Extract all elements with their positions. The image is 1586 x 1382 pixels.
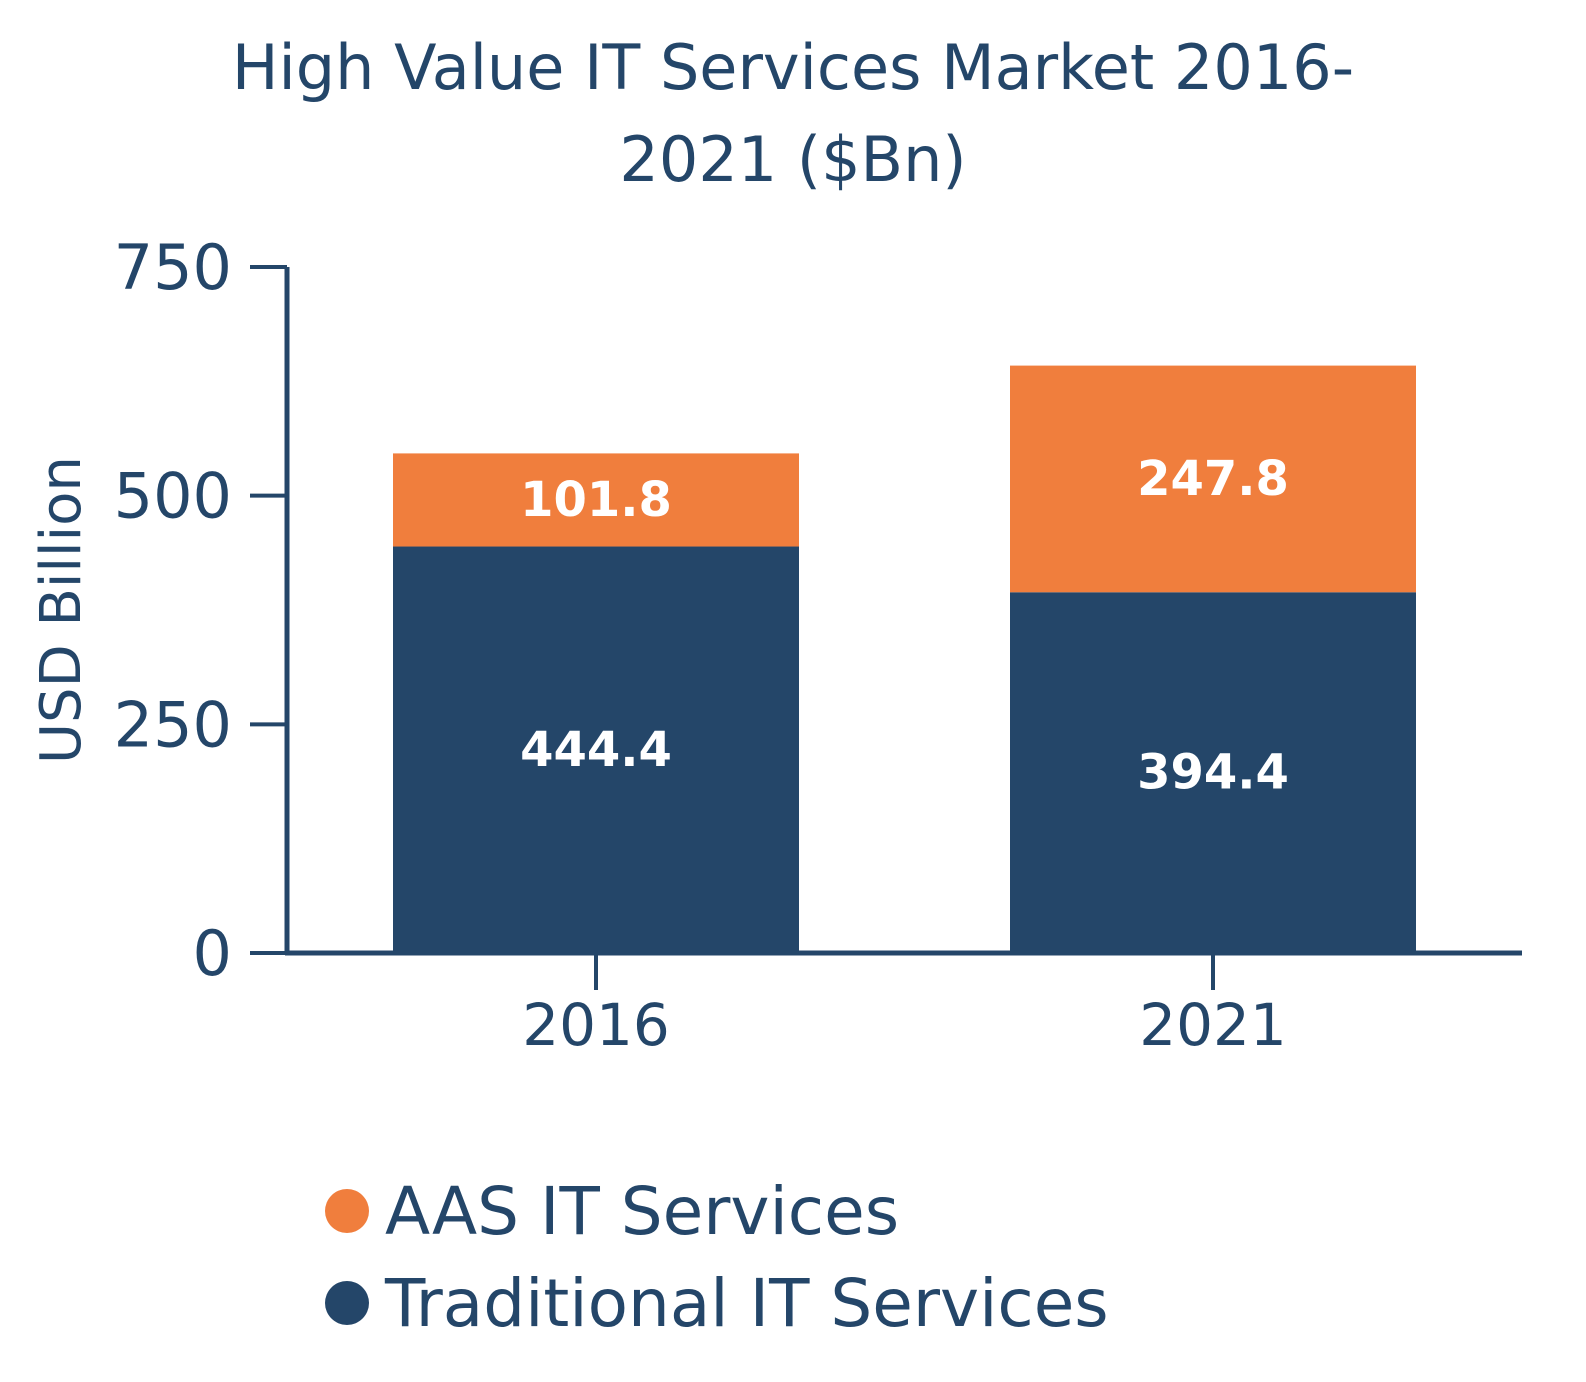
- y-tick-label-500: 500: [114, 460, 232, 533]
- legend-item-aas: AAS IT Services: [325, 1165, 1109, 1257]
- bar-2016-aas-it-services: [393, 453, 799, 547]
- legend-label-traditional: Traditional IT Services: [385, 1264, 1109, 1342]
- x-tick-label-2016: 2016: [522, 991, 670, 1059]
- data-label-2016-traditional-it-services: 444.4: [520, 722, 672, 778]
- data-label-2016-aas-it-services: 101.8: [520, 472, 672, 528]
- legend-swatch-traditional: [325, 1281, 369, 1325]
- bar-2016-traditional-it-services: [393, 546, 799, 953]
- legend-label-aas: AAS IT Services: [385, 1172, 900, 1250]
- chart-title-line-1: High Value IT Services Market 2016-: [231, 31, 1355, 104]
- data-label-2021-aas-it-services: 247.8: [1137, 451, 1289, 507]
- legend-item-traditional: Traditional IT Services: [325, 1257, 1109, 1349]
- y-tick-label-250: 250: [114, 688, 232, 761]
- data-label-2021-traditional-it-services: 394.4: [1137, 745, 1289, 801]
- chart-title-line-2: 2021 ($Bn): [619, 123, 967, 196]
- y-tick-label-750: 750: [114, 231, 232, 304]
- y-tick-label-0: 0: [193, 917, 232, 990]
- bar-2021-aas-it-services: [1010, 365, 1416, 593]
- legend-swatch-aas: [325, 1189, 369, 1233]
- bar-2021-traditional-it-services: [1010, 592, 1416, 953]
- y-axis-label: USD Billion: [29, 456, 94, 764]
- chart-title: High Value IT Services Market 2016- 2021…: [0, 22, 1586, 206]
- chart-legend: AAS IT Services Traditional IT Services: [325, 1165, 1109, 1349]
- x-tick-label-2021: 2021: [1139, 991, 1287, 1059]
